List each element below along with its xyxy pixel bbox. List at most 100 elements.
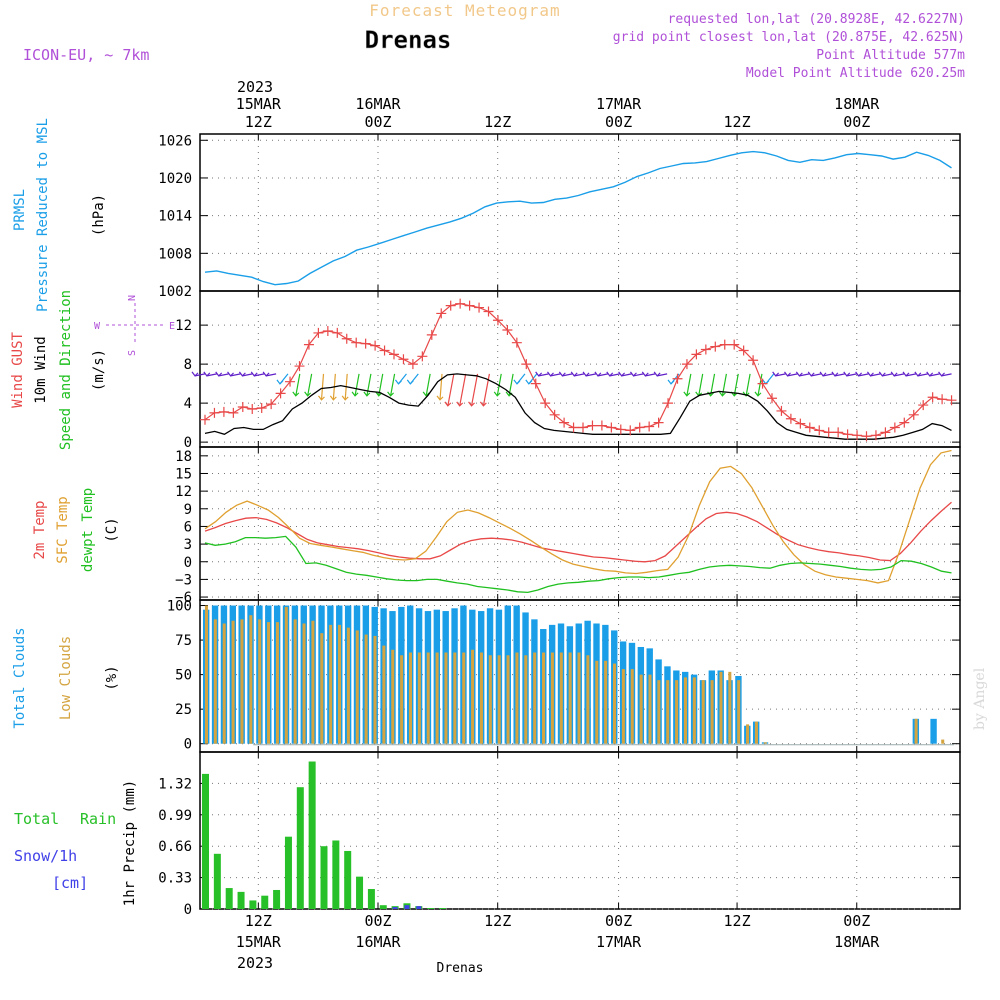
precip-total-label: Total — [14, 810, 59, 828]
wind-direction-arrow — [709, 373, 716, 396]
bottom-time-axis: 12Z 00Z 12Z 00Z 12Z 00Z 15MAR 16MAR 17MAR 18MAR — [236, 912, 881, 951]
rain-bar — [261, 895, 269, 909]
wind-arrow-head — [742, 391, 750, 397]
low-clouds-bar — [577, 652, 581, 744]
wind-gust-marker — [407, 359, 418, 370]
wind-arrow-head — [276, 379, 284, 385]
low-clouds-bar — [612, 663, 617, 744]
wind-gust-marker — [237, 402, 248, 413]
rain-bar — [320, 846, 328, 909]
wind-direction-arrow — [609, 373, 620, 377]
precip-tick-label: 0.66 — [158, 839, 192, 855]
wind-direction-arrow — [870, 373, 881, 377]
wind-gust-marker — [351, 337, 362, 348]
top-hour-label: 12Z — [245, 113, 272, 131]
wind-gust-marker — [521, 359, 532, 370]
wind-arrow-head — [754, 391, 762, 397]
low-clouds-bar — [763, 742, 767, 744]
wind-gust-marker — [530, 378, 541, 389]
wind-arrow-head — [535, 371, 543, 377]
wind-speed-dir-label: Speed and Direction — [58, 290, 74, 450]
wind-arrow-head — [304, 391, 312, 397]
low-clouds-bar — [355, 630, 359, 744]
wind-direction-arrow — [775, 373, 786, 377]
low-clouds-bar — [550, 652, 554, 744]
low-clouds-bar — [657, 680, 661, 744]
wind-gust-marker — [587, 420, 598, 431]
wind-direction-arrow — [905, 373, 917, 377]
wind-gust-marker — [908, 409, 919, 420]
low-clouds-bar — [524, 655, 528, 744]
compass-south: S — [127, 350, 138, 356]
wind-arrow-head — [547, 371, 554, 377]
wind-gust-marker — [615, 424, 626, 435]
wind-arrow-head — [718, 391, 726, 397]
wind-arrow-head — [513, 379, 521, 385]
low-clouds-bar — [630, 669, 634, 744]
low-clouds-bar — [329, 624, 333, 744]
wind-arrow-head — [582, 371, 590, 377]
wind-arrow-head — [406, 379, 414, 385]
wind-arrow-head — [618, 371, 626, 377]
low-clouds-bar — [222, 623, 226, 744]
precip-tick-label: 0.33 — [158, 871, 192, 887]
low-clouds-bar — [240, 619, 244, 744]
low-clouds-bar — [417, 652, 421, 744]
wind-arrow-head — [843, 371, 851, 377]
wind-arrow-head — [938, 371, 945, 377]
wind-gust-label: Wind GUST — [10, 332, 26, 408]
wind-arrow-head — [667, 379, 675, 385]
wind-gust-marker — [455, 298, 466, 309]
wind-gust-marker — [700, 344, 711, 355]
wind-arrow-head — [292, 391, 300, 397]
wind-gust-marker — [918, 400, 929, 411]
temp-sfc-label: SFC Temp — [55, 496, 71, 563]
wind-arrow-head — [570, 371, 578, 377]
wind-gust-marker — [870, 430, 881, 441]
wind-gust-marker — [398, 354, 409, 365]
low-clouds-bar — [497, 655, 501, 744]
rain-bar — [367, 889, 375, 909]
wind-gust-marker — [474, 302, 485, 313]
bottom-date-label: 18MAR — [834, 933, 880, 951]
wind-gust-marker — [379, 345, 390, 356]
compass-east: E — [169, 321, 175, 332]
wind-gust-marker — [549, 409, 560, 420]
wind-direction-arrow — [621, 373, 632, 377]
low-clouds-bar — [462, 652, 466, 744]
wind-direction-arrow — [657, 373, 668, 377]
wind-direction-arrow — [538, 373, 549, 377]
wind-direction-arrow — [633, 373, 644, 377]
wind-arrow-head — [375, 391, 383, 397]
temp-tick-label: −3 — [175, 572, 192, 588]
temp-tick-label: 0 — [184, 555, 192, 571]
temp-2m-line — [204, 501, 952, 563]
clouds-tick-label: 25 — [175, 702, 192, 718]
requested-coords: requested lon,lat (20.8928E, 42.6227N) — [668, 12, 965, 27]
wind-arrow-head — [394, 379, 402, 385]
wind-gust-marker — [294, 361, 305, 372]
wind-arrow-head — [629, 371, 637, 377]
low-clouds-bar — [275, 622, 279, 744]
wind-direction-arrow — [470, 373, 479, 406]
low-clouds-bar — [595, 660, 599, 744]
panel-frame — [199, 133, 961, 292]
rain-bar — [202, 773, 209, 909]
wind-gust-marker — [568, 422, 579, 433]
wind-arrow-head — [902, 371, 910, 377]
wind-direction-arrow — [265, 373, 277, 377]
low-clouds-bar — [311, 620, 315, 744]
wind-direction-arrow — [745, 373, 751, 396]
wind-gust-marker — [946, 395, 957, 406]
wind-gust-marker — [228, 407, 239, 418]
temp-2m-label: 2m Temp — [32, 500, 48, 559]
low-clouds-bar — [479, 652, 483, 744]
low-clouds-bar — [435, 652, 439, 744]
rain-bar — [427, 908, 435, 909]
wind-direction-arrow — [858, 373, 869, 377]
snow-bar — [404, 905, 410, 909]
low-clouds-bar — [941, 739, 945, 744]
wind-gust-marker — [795, 418, 806, 429]
temp-tick-label: 15 — [175, 466, 192, 482]
wind-tick-label: 12 — [175, 318, 192, 334]
